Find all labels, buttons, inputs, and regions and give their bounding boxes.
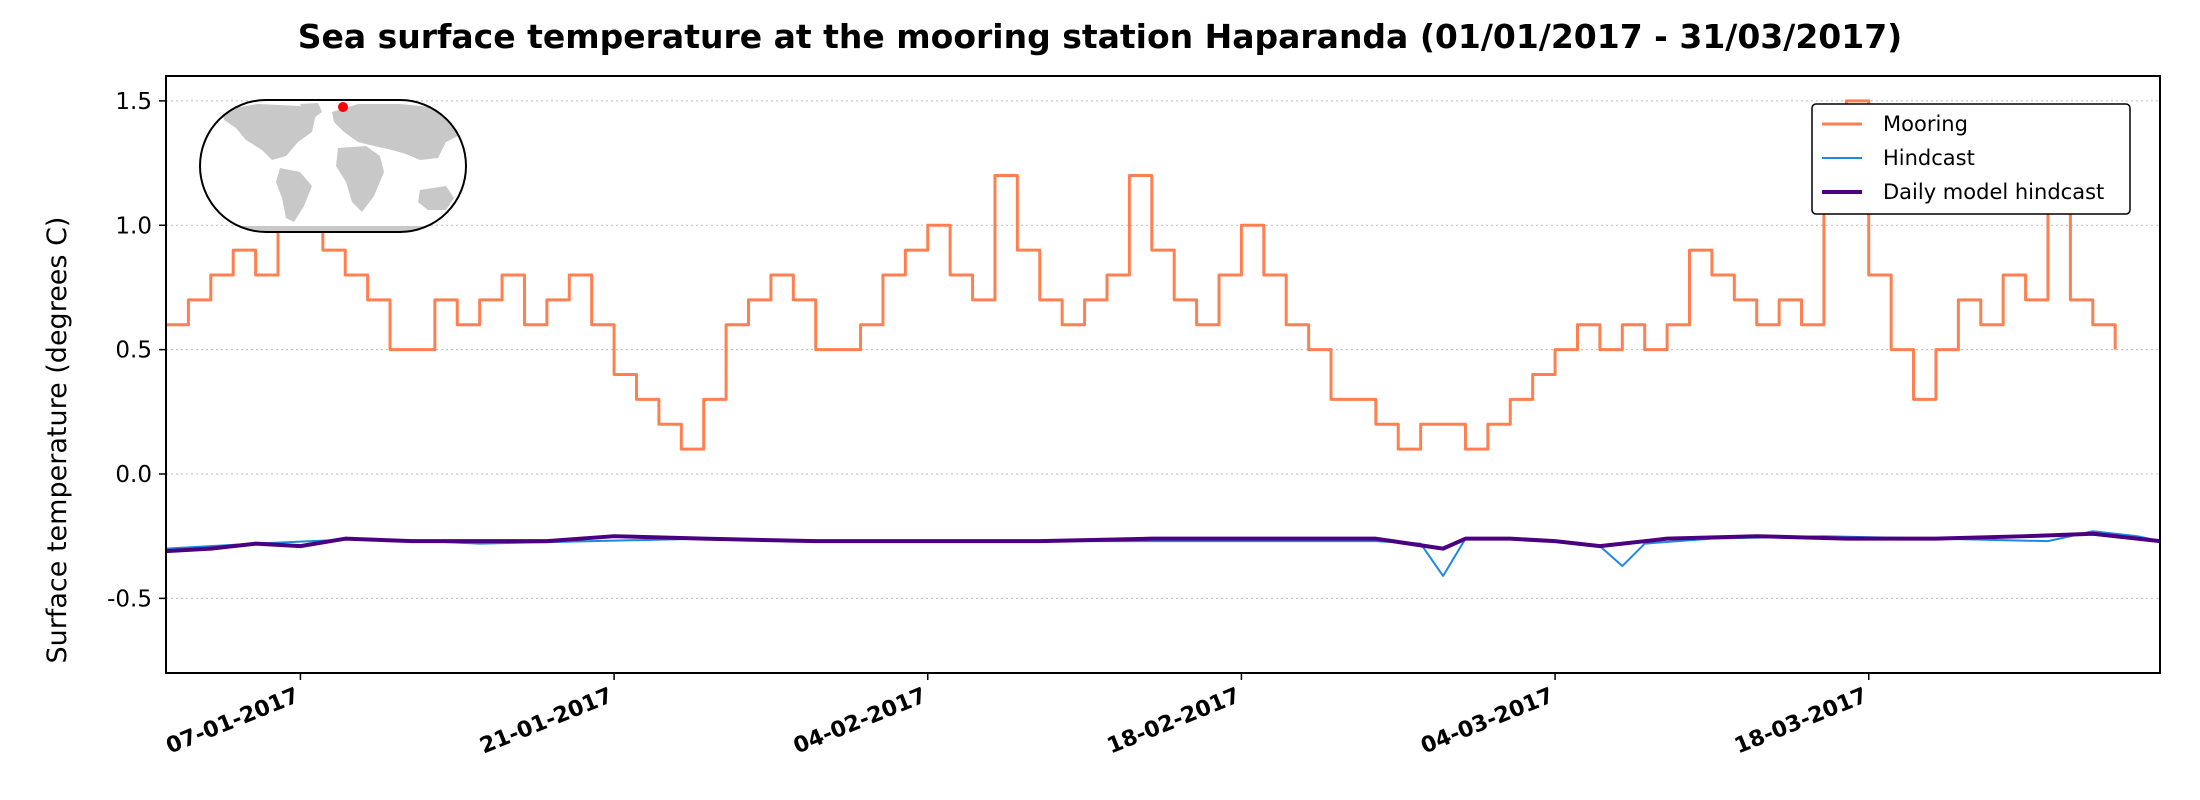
africa-shape — [336, 146, 384, 212]
x-tick-label: 21-01-2017 — [476, 683, 616, 759]
y-tick-label: 1.0 — [115, 213, 152, 239]
x-tick-label: 04-03-2017 — [1417, 683, 1557, 759]
y-tick-label: -0.5 — [107, 586, 152, 612]
inset-frame — [199, 99, 467, 233]
station-marker — [338, 102, 348, 112]
north-america-shape — [222, 104, 316, 160]
x-tick-label: 07-01-2017 — [163, 683, 303, 759]
x-ticks: 07-01-2017 21-01-2017 04-02-2017 18-02-2017… — [163, 673, 1871, 759]
series-line-mooring — [166, 99, 2117, 451]
legend-label-hindcast: Hindcast — [1883, 146, 1975, 170]
x-tick-label: 18-03-2017 — [1731, 683, 1871, 759]
chart-title: Sea surface temperature at the mooring s… — [298, 17, 1903, 56]
y-axis-label: Surface temperature (degrees C) — [42, 217, 73, 664]
legend-label-mooring: Mooring — [1883, 112, 1968, 136]
world-map-inset — [199, 99, 467, 233]
legend-label-daily-model-hindcast: Daily model hindcast — [1883, 180, 2104, 204]
y-ticks: -0.5 0.0 0.5 1.0 1.5 — [107, 89, 166, 612]
plot-frame — [165, 75, 2161, 674]
greenland-shape — [300, 103, 322, 118]
legend-box — [1811, 103, 2131, 215]
eurasia-shape — [332, 104, 462, 160]
legend: Mooring Hindcast Daily model hindcast — [1811, 103, 2131, 215]
y-tick-label: 1.5 — [115, 89, 152, 115]
grid-lines — [166, 100, 2160, 599]
south-america-shape — [276, 168, 312, 222]
series-lines — [165, 99, 2161, 577]
australia-shape — [418, 186, 454, 210]
series-line-daily-model-hindcast — [165, 531, 2161, 554]
y-tick-label: 0.5 — [115, 338, 152, 364]
x-tick-label: 04-02-2017 — [790, 683, 930, 759]
y-tick-label: 0.0 — [115, 462, 152, 488]
x-tick-label: 18-02-2017 — [1104, 683, 1244, 759]
